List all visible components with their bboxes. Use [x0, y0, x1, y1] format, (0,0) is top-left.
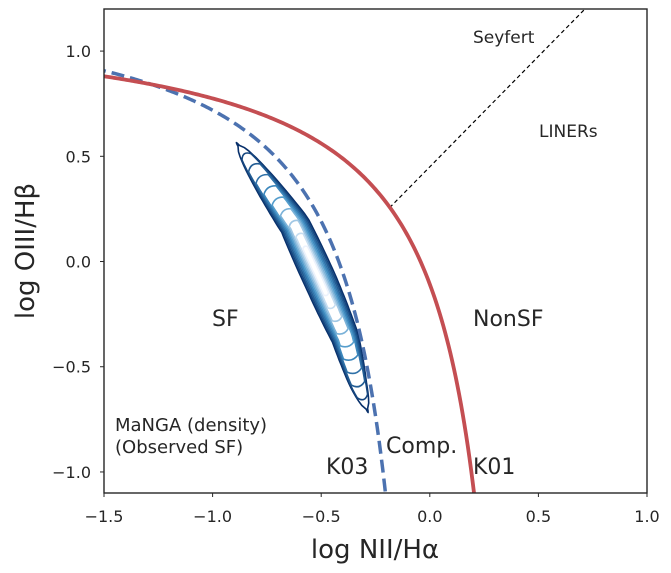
x-tick-label: 0.5 — [526, 507, 551, 526]
x-tick-label: −1.5 — [85, 507, 124, 526]
density-contours — [235, 141, 370, 414]
y-axis-ticks: −1.0 −0.5 0.0 0.5 1.0 — [52, 42, 104, 482]
density-contour-level-10 — [301, 245, 330, 297]
k01-curve-label: K01 — [473, 455, 515, 480]
x-tick-label: −1.0 — [193, 507, 232, 526]
liners-label: LINERs — [539, 122, 598, 142]
nonsf-region-label: NonSF — [473, 307, 543, 332]
y-axis-label: log OIII/Hβ — [11, 183, 41, 319]
x-tick-label: −0.5 — [302, 507, 341, 526]
seyfert-label: Seyfert — [473, 28, 535, 48]
density-contour-level-3 — [247, 162, 366, 388]
density-contour-level-5 — [263, 184, 359, 361]
plot-frame — [103, 8, 648, 494]
density-legend-line1: MaNGA (density) — [115, 415, 267, 436]
y-tick-label: −0.5 — [52, 358, 91, 377]
x-tick-label: 1.0 — [634, 507, 659, 526]
y-tick-label: 0.5 — [66, 147, 91, 166]
density-contour-level-1 — [235, 141, 370, 414]
k03-curve-label: K03 — [326, 455, 368, 480]
y-tick-label: −1.0 — [52, 463, 91, 482]
seyfert-liner-division-line — [389, 9, 586, 209]
density-contour-level-4 — [255, 173, 363, 375]
comp-region-label: Comp. — [386, 434, 457, 459]
sf-region-label: SF — [212, 307, 239, 332]
density-contour-level-7 — [279, 207, 350, 335]
y-tick-label: 0.0 — [66, 253, 91, 272]
x-tick-label: 0.0 — [417, 507, 442, 526]
k01-curve — [104, 74, 476, 493]
density-contour-level-2 — [241, 152, 369, 401]
x-axis-ticks: −1.5 −1.0 −0.5 0.0 0.5 1.0 — [85, 493, 660, 526]
demarcation-curves — [104, 9, 586, 493]
density-contour-level-8 — [288, 219, 343, 323]
density-legend-line2: (Observed SF) — [115, 437, 243, 458]
density-contour-level-6 — [271, 196, 355, 348]
y-tick-label: 1.0 — [66, 42, 91, 61]
x-axis-label: log NII/Hα — [311, 535, 439, 565]
density-contour-level-9 — [295, 232, 337, 310]
